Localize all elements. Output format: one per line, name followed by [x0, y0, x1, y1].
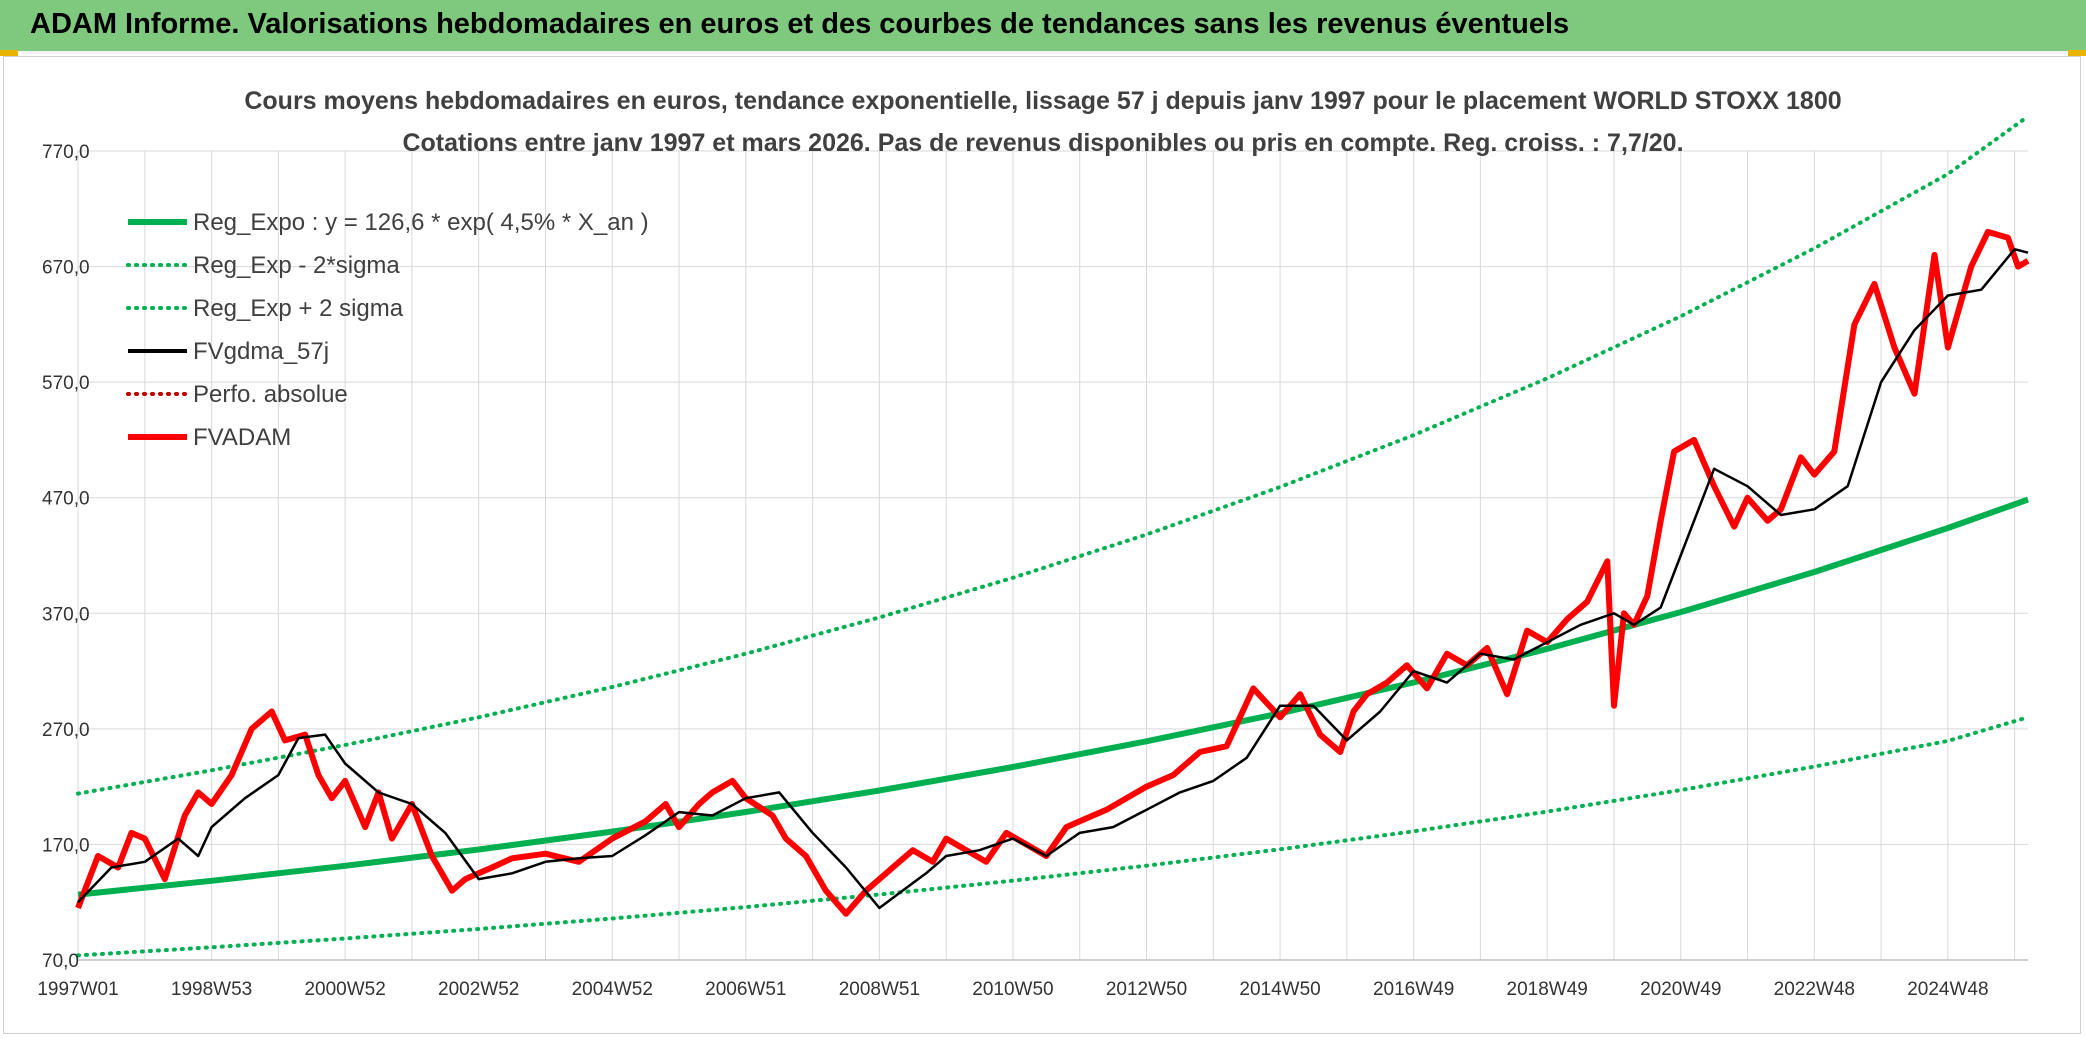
x-tick-label: 2006W51	[705, 979, 786, 1000]
y-tick-label: 70,0	[42, 951, 79, 972]
x-tick-label: 2000W52	[304, 979, 385, 1000]
y-tick-label: 470,0	[42, 489, 90, 510]
series-minus-2sigma-line	[76, 715, 2030, 958]
x-tick-label: 1997W01	[37, 979, 118, 1000]
header-bar: ADAM Informe. Valorisations hebdomadaire…	[0, 0, 2086, 54]
x-tick-label: 2008W51	[839, 979, 920, 1000]
series-fvadam-line	[75, 228, 2030, 917]
y-tick-label: 770,0	[42, 142, 90, 163]
x-tick-label: 2024W48	[1907, 979, 1988, 1000]
series-gdma-line	[77, 247, 2029, 910]
x-tick-label: 2020W49	[1640, 979, 1721, 1000]
y-tick-label: 670,0	[42, 258, 90, 279]
chart-frame	[3, 56, 2081, 1034]
header-accent-left	[0, 50, 18, 56]
legend-label: Reg_Exp - 2*sigma	[193, 252, 400, 279]
legend-label: FVADAM	[193, 424, 291, 451]
x-tick-label: 2016W49	[1373, 979, 1454, 1000]
header-accent-right	[2068, 50, 2086, 56]
legend-label: FVgdma_57j	[193, 338, 329, 365]
legend-label: Perfo. absolue	[193, 381, 348, 408]
legend-label: Reg_Expo : y = 126,6 * exp( 4,5% * X_an …	[193, 209, 649, 236]
legend-label: Reg_Exp + 2 sigma	[193, 295, 404, 322]
x-tick-label: 2004W52	[572, 979, 653, 1000]
y-tick-label: 570,0	[42, 373, 90, 394]
page-title: ADAM Informe. Valorisations hebdomadaire…	[30, 8, 1570, 40]
chart-title-line-1: Cours moyens hebdomadaires en euros, ten…	[244, 87, 1841, 115]
x-tick-label: 2010W50	[972, 979, 1053, 1000]
series-layer	[75, 114, 2030, 958]
y-tick-label: 370,0	[42, 604, 90, 625]
y-tick-label: 270,0	[42, 720, 90, 741]
series-regression-line	[77, 496, 2030, 898]
x-tick-label: 2018W49	[1507, 979, 1588, 1000]
axis-layer: 770,0 670,0 570,0 470,0 370,0 270,0 170,0 70,0 1…	[37, 142, 2028, 1000]
grid-layer	[77, 150, 2028, 961]
x-tick-label: 2022W48	[1774, 979, 1855, 1000]
chart-title-line-2: Cotations entre janv 1997 et mars 2026. …	[402, 129, 1683, 157]
x-tick-label: 1998W53	[171, 979, 252, 1000]
x-tick-label: 2012W50	[1106, 979, 1187, 1000]
series-plus-2sigma-line	[76, 114, 2030, 796]
y-tick-label: 170,0	[42, 835, 90, 856]
x-tick-label: 2002W52	[438, 979, 519, 1000]
x-tick-label: 2014W50	[1239, 979, 1320, 1000]
legend: Reg_Expo : y = 126,6 * exp( 4,5% * X_an …	[126, 209, 649, 451]
